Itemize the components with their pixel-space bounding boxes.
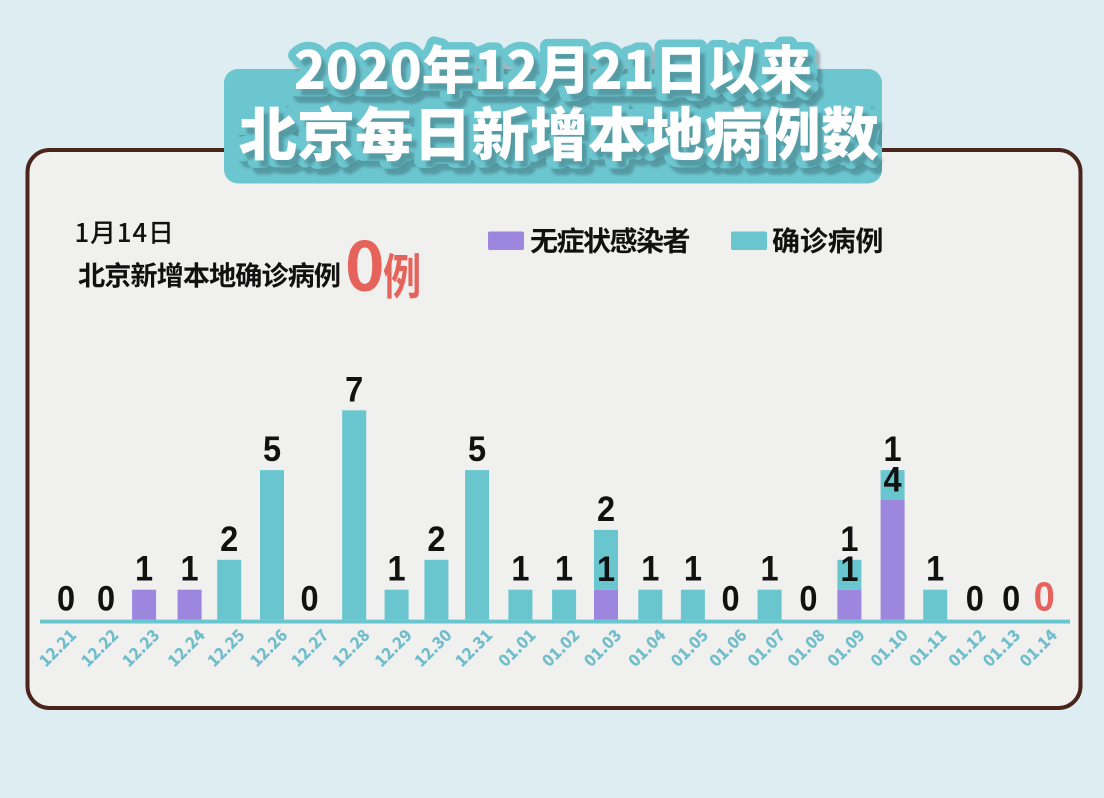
svg-text:0: 0 (1002, 580, 1020, 619)
svg-text:2: 2 (427, 520, 445, 559)
svg-text:4: 4 (884, 460, 902, 499)
svg-text:2: 2 (220, 520, 238, 559)
svg-text:0: 0 (966, 580, 984, 619)
svg-text:1: 1 (840, 520, 858, 559)
svg-text:1: 1 (840, 550, 858, 589)
svg-text:1: 1 (511, 550, 529, 589)
svg-text:1: 1 (555, 550, 573, 589)
svg-text:0: 0 (301, 580, 319, 619)
svg-text:1: 1 (641, 550, 659, 589)
svg-text:1: 1 (181, 550, 199, 589)
svg-text:0: 0 (57, 580, 75, 619)
svg-text:1: 1 (761, 550, 779, 589)
svg-text:1: 1 (597, 550, 615, 589)
svg-text:5: 5 (263, 430, 281, 469)
svg-text:1: 1 (684, 550, 702, 589)
svg-text:5: 5 (468, 430, 486, 469)
svg-text:1: 1 (884, 430, 902, 469)
svg-text:1: 1 (135, 550, 153, 589)
svg-text:1: 1 (926, 550, 944, 589)
svg-text:0: 0 (799, 580, 817, 619)
svg-text:2: 2 (597, 490, 615, 529)
svg-text:0: 0 (1034, 574, 1055, 620)
svg-text:1: 1 (388, 550, 406, 589)
svg-text:0: 0 (721, 580, 739, 619)
svg-text:7: 7 (345, 370, 363, 409)
svg-text:0: 0 (97, 580, 115, 619)
